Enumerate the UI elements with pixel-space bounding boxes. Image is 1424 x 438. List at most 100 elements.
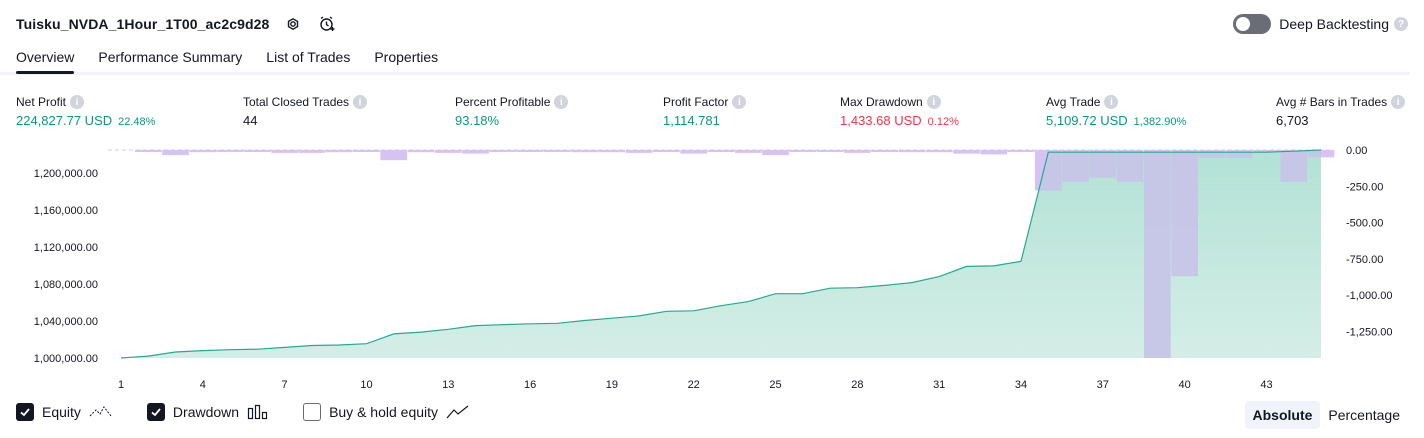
- drawdown-bar: [953, 150, 980, 154]
- tab-performance-summary[interactable]: Performance Summary: [98, 49, 243, 65]
- drawdown-bar: [271, 150, 298, 153]
- drawdown-bar: [462, 150, 489, 154]
- drawdown-axis-label: -500.00: [1346, 218, 1383, 230]
- drawdown-axis-label: -1,000.00: [1346, 290, 1392, 302]
- add-alert-icon[interactable]: [317, 14, 337, 34]
- metric-value: 93.18%: [455, 113, 500, 128]
- equity-axis-label: 1,040,000.00: [34, 316, 98, 328]
- scale-toggle: Absolute Percentage: [1244, 401, 1409, 429]
- help-icon[interactable]: ?: [1394, 17, 1408, 31]
- metric-sub-value: 1,382.90%: [1133, 116, 1187, 128]
- info-icon[interactable]: i: [70, 95, 85, 109]
- drawdown-bar: [1307, 150, 1335, 158]
- metric-label: Avg # Bars in Trades: [1276, 95, 1388, 109]
- drawdown-bar: [871, 150, 898, 152]
- metrics-row: Net Profit i 224,827.77 USD 22.48% Total …: [0, 94, 1424, 134]
- drawdown-bar: [625, 150, 653, 153]
- drawdown-bar: [1225, 150, 1253, 158]
- legend-buy-hold[interactable]: Buy & hold equity: [303, 403, 470, 421]
- legend-drawdown[interactable]: Drawdown: [146, 403, 269, 421]
- drawdown-bar: [1280, 150, 1308, 182]
- drawdown-bar: [598, 150, 626, 153]
- strategy-header: Tuisku_NVDA_1Hour_1T00_ac2c9d28: [16, 12, 337, 36]
- x-axis-label: 13: [442, 379, 454, 391]
- tab-list-of-trades[interactable]: List of Trades: [266, 49, 351, 65]
- drawdown-bar: [762, 150, 789, 156]
- drawdown-bar: [1116, 150, 1144, 182]
- chart-legend: Equity Drawdown Buy & hold equity: [16, 403, 504, 421]
- metric-value: 44: [243, 113, 258, 128]
- drawdown-bar: [434, 150, 462, 153]
- metric-value: 1,114.781: [663, 113, 720, 128]
- metric-value: 6,703: [1276, 113, 1309, 128]
- drawdown-axis-label: -250.00: [1346, 181, 1383, 193]
- drawdown-axis-label: -750.00: [1346, 254, 1383, 266]
- tabs-divider: [0, 72, 1410, 75]
- metric-sub-value: 0.12%: [927, 116, 959, 128]
- drawdown-bar: [680, 150, 708, 154]
- drawdown-bar: [298, 150, 326, 153]
- metric-avg-trade: Avg Trade i 5,109.72 USD 1,382.90%: [1046, 94, 1186, 128]
- drawdown-bar: [844, 150, 871, 153]
- deep-backtesting-toggle[interactable]: [1233, 14, 1272, 34]
- drawdown-bar: [980, 150, 1008, 155]
- equity-axis-label: 1,120,000.00: [34, 242, 98, 254]
- info-icon[interactable]: i: [926, 95, 941, 109]
- equity-checkbox[interactable]: [16, 403, 34, 421]
- drawdown-bar: [707, 150, 735, 152]
- equity-axis-label: 1,200,000.00: [34, 168, 98, 180]
- x-axis-label: 19: [606, 379, 618, 391]
- drawdown-bar: [1144, 150, 1171, 358]
- legend-equity[interactable]: Equity: [16, 403, 113, 421]
- drawdown-bar: [1062, 150, 1089, 182]
- equity-area: [121, 150, 1321, 358]
- percentage-button[interactable]: Percentage: [1328, 407, 1400, 423]
- metric-net-profit: Net Profit i 224,827.77 USD 22.48%: [16, 94, 155, 128]
- metric-value: 1,433.68 USD: [840, 113, 922, 128]
- drawdown-bar: [516, 150, 544, 152]
- drawdown-bar: [1007, 150, 1035, 152]
- x-axis-label: 16: [524, 379, 536, 391]
- drawdown-bar: [789, 150, 817, 152]
- drawdown-bar: [734, 150, 762, 153]
- drawdown-axis-label: -1,250.00: [1346, 326, 1392, 338]
- x-axis-label: 28: [851, 379, 863, 391]
- metric-sub-value: 22.48%: [118, 116, 156, 128]
- metric-profit-factor: Profit Factor i 1,114.781: [663, 94, 747, 128]
- drawdown-checkbox[interactable]: [146, 403, 165, 421]
- equity-drawdown-chart[interactable]: 1,000,000.00 1,040,000.00 1,080,000.00 1,12…: [0, 140, 1424, 395]
- settings-icon[interactable]: [283, 14, 303, 34]
- x-axis-label: 25: [769, 379, 781, 391]
- x-axis-label: 7: [282, 379, 288, 391]
- info-icon[interactable]: i: [353, 95, 368, 109]
- drawdown-bar: [244, 150, 271, 152]
- metric-label: Profit Factor: [663, 95, 729, 109]
- drawdown-bar: [898, 150, 926, 153]
- buy-hold-line-icon: [446, 404, 470, 420]
- metric-label: Total Closed Trades: [243, 95, 350, 109]
- tab-bar: Overview Performance Summary List of Tra…: [16, 46, 462, 74]
- tab-overview[interactable]: Overview: [16, 46, 75, 74]
- info-icon[interactable]: i: [732, 95, 747, 109]
- chart-canvas[interactable]: 1,000,000.00 1,040,000.00 1,080,000.00 1,12…: [0, 140, 1424, 395]
- metric-percent-profitable: Percent Profitable i 93.18%: [455, 94, 569, 128]
- drawdown-bar: [925, 150, 953, 153]
- x-axis-label: 37: [1097, 379, 1109, 391]
- drawdown-bars-icon: [247, 404, 269, 420]
- x-axis-label: 4: [200, 379, 206, 391]
- buy-hold-checkbox[interactable]: [303, 403, 322, 421]
- absolute-button[interactable]: Absolute: [1244, 401, 1321, 429]
- drawdown-bar: [489, 150, 517, 152]
- drawdown-bar: [571, 150, 598, 153]
- x-axis-label: 10: [360, 379, 372, 391]
- metric-max-drawdown: Max Drawdown i 1,433.68 USD 0.12%: [840, 94, 959, 128]
- tab-properties[interactable]: Properties: [374, 49, 439, 65]
- info-icon[interactable]: i: [554, 95, 569, 109]
- metric-label: Percent Profitable: [455, 95, 551, 109]
- info-icon[interactable]: i: [1104, 95, 1119, 109]
- x-axis-label: 40: [1178, 379, 1190, 391]
- metric-value: 5,109.72 USD: [1046, 113, 1128, 128]
- info-icon[interactable]: i: [1391, 95, 1406, 109]
- deep-backtesting-control: Deep Backtesting ?: [1233, 12, 1408, 36]
- equity-axis-label: 1,160,000.00: [34, 205, 98, 217]
